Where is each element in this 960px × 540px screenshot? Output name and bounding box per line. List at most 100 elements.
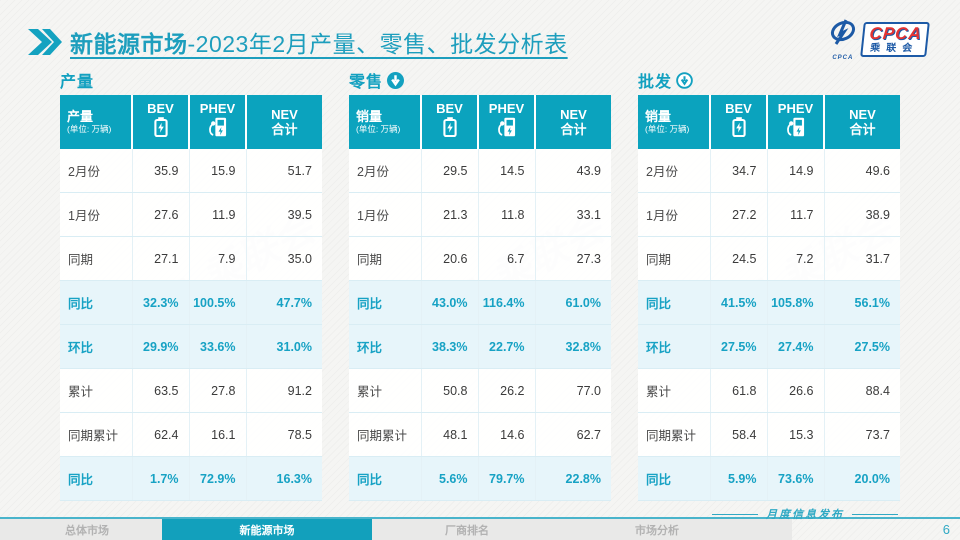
header-bev-cell: BEV [131,95,189,149]
row-label: 2月份 [349,149,421,193]
header-metric-label: 销量 [356,109,383,124]
row-label: 同期累计 [638,412,710,457]
cell-value: 48.1 [420,412,478,457]
footer-tab-bar: 总体市场 新能源市场 厂商排名 市场分析 [0,519,792,540]
cell-value: 73.6% [766,456,824,501]
header-metric-cell: 销量 (单位: 万辆) [638,95,710,149]
table-row: 同比 43.0% 116.4% 61.0% [349,280,611,325]
cell-value: 22.8% [534,456,611,501]
cell-value: 29.5 [420,149,478,193]
cell-value: 62.7 [534,412,611,457]
footer-tab-1[interactable]: 总体市场 [65,524,109,537]
footer-tab-2[interactable]: 新能源市场 [162,519,372,540]
header-phev-label: PHEV [488,101,525,116]
cell-value: 100.5% [188,280,246,325]
data-table: 产量 (单位: 万辆) BEV [60,95,322,501]
table-row: 同比 32.3% 100.5% 47.7% [60,280,322,325]
row-label: 同期累计 [60,412,132,457]
header-nev-cell: NEV 合计 [534,95,611,149]
down-arrow-solid-icon [387,71,405,89]
cell-value: 62.4 [131,412,189,457]
cell-value: 34.7 [709,149,767,193]
cpca-swoosh-icon: CPCA [828,18,858,61]
header-nev-line1: NEV [560,107,587,122]
cell-value: 26.2 [477,368,535,413]
section-title: 产量 [60,68,322,92]
cell-value: 88.4 [823,368,900,413]
divider [712,513,758,515]
header-phev-label: PHEV [777,101,814,116]
header-bev-cell: BEV [420,95,478,149]
cell-value: 14.5 [477,149,535,193]
row-label: 同比 [638,280,710,325]
table-row: 累计 50.8 26.2 77.0 [349,368,611,413]
cell-value: 61.8 [709,368,767,413]
data-table-block: CPCA 乘联会 零售 销量 (单位: 万辆) BEV [349,68,611,501]
cell-value: 14.6 [477,412,535,457]
cell-value: 35.9 [131,149,189,193]
cell-value: 51.7 [245,149,322,193]
page-title-rest: -2023年2月产量、零售、批发分析表 [187,31,568,57]
cell-value: 31.7 [823,236,900,281]
publish-label-wrap: 月度信息发布 [712,506,898,522]
table-row: 累计 61.8 26.6 88.4 [638,368,900,413]
data-table: 销量 (单位: 万辆) BEV [638,95,900,501]
table-row: 2月份 35.9 15.9 51.7 [60,149,322,193]
cpca-logo-box: CPCA 乘联会 [859,22,930,57]
cell-value: 77.0 [534,368,611,413]
cell-value: 27.8 [188,368,246,413]
row-label: 环比 [349,324,421,369]
row-label: 同比 [638,456,710,501]
row-label: 同期 [349,236,421,281]
footer-tab-3[interactable]: 厂商排名 [445,524,489,537]
header-unit-label: (单位: 万辆) [356,124,401,134]
cell-value: 5.9% [709,456,767,501]
cell-value: 27.3 [534,236,611,281]
cell-value: 5.6% [420,456,478,501]
table-row: 同期累计 58.4 15.3 73.7 [638,412,900,457]
row-label: 累计 [60,368,132,413]
row-label: 同期累计 [349,412,421,457]
section-label: 产量 [60,74,95,91]
table-row: 2月份 34.7 14.9 49.6 [638,149,900,193]
data-table-block: CPCA 乘联会 批发 销量 (单位: 万辆) BEV [638,68,900,501]
cell-value: 20.0% [823,456,900,501]
cell-value: 27.6 [131,192,189,237]
cell-value: 32.3% [131,280,189,325]
row-label: 1月份 [638,192,710,237]
data-table-block: CPCA 乘联会 产量 产量 (单位: 万辆) BEV [60,68,322,501]
divider [852,513,898,515]
cell-value: 27.5% [823,324,900,369]
footer-tab-4[interactable]: 市场分析 [635,524,679,537]
cell-value: 15.3 [766,412,824,457]
row-label: 2月份 [638,149,710,193]
table-row: 同期 27.1 7.9 35.0 [60,236,322,281]
row-label: 同比 [60,456,132,501]
cell-value: 26.6 [766,368,824,413]
table-row: 同比 1.7% 72.9% 16.3% [60,456,322,501]
header-metric-label: 销量 [645,109,672,124]
table-row: 同比 41.5% 105.8% 56.1% [638,280,900,325]
tables-area: CPCA 乘联会 产量 产量 (单位: 万辆) BEV [0,68,960,501]
cell-value: 61.0% [534,280,611,325]
cell-value: 43.0% [420,280,478,325]
charger-icon [497,117,516,142]
table-row: 同期 24.5 7.2 31.7 [638,236,900,281]
double-chevron-icon [28,29,62,55]
battery-icon [731,117,746,142]
cell-value: 6.7 [477,236,535,281]
row-label: 1月份 [60,192,132,237]
cell-value: 27.5% [709,324,767,369]
header-bev-label: BEV [147,101,174,116]
cell-value: 33.6% [188,324,246,369]
table-row: 环比 29.9% 33.6% 31.0% [60,324,322,369]
cell-value: 50.8 [420,368,478,413]
cell-value: 7.9 [188,236,246,281]
battery-icon [442,117,457,142]
cell-value: 43.9 [534,149,611,193]
cell-value: 22.7% [477,324,535,369]
table-row: 环比 27.5% 27.4% 27.5% [638,324,900,369]
slide-header: 新能源市场-2023年2月产量、零售、批发分析表 CPCA CPCA 乘联会 [28,18,932,66]
cell-value: 16.1 [188,412,246,457]
header-phev-label: PHEV [199,101,236,116]
